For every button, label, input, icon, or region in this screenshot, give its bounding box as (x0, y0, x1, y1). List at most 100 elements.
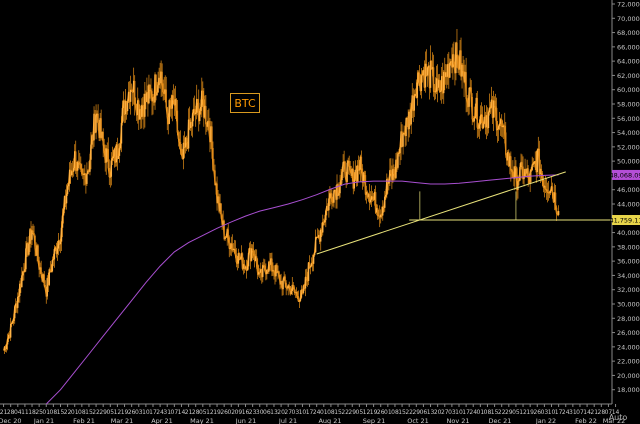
btc-candle-body (169, 100, 171, 106)
btc-candle-body (528, 175, 530, 183)
btc-candle-body (228, 237, 230, 249)
btc-candle-body (237, 253, 240, 264)
btc-candle-body (207, 121, 209, 127)
btc-candle-body (266, 269, 268, 275)
btc-candle-body (393, 169, 395, 175)
y-axis: 18,000 20,000 22,000 24,000 26,000 28,000 30,0… (612, 1, 640, 394)
btc-candle-body (502, 126, 504, 128)
btc-candle-body (525, 168, 527, 174)
btc-candle-body (263, 265, 265, 267)
btc-candle-body (136, 106, 138, 116)
btc-candle-body (511, 170, 513, 172)
btc-candle-body (118, 148, 121, 156)
btc-candle-body (475, 97, 477, 117)
x-tick-label: 22 (498, 409, 506, 416)
btc-candle-body (62, 209, 65, 216)
x-tick-label: 18 (28, 409, 36, 416)
btc-candle-body (97, 113, 99, 123)
btc-candle-body (463, 71, 465, 83)
price-flag: 48,068.09 (609, 169, 640, 180)
btc-candle-body (401, 131, 403, 147)
x-tick-label: 26 (220, 409, 228, 416)
btc-candle-body (462, 64, 464, 72)
btc-candle-body (491, 99, 494, 118)
price-flag: 41,759.11 (609, 215, 640, 226)
btc-candle-body (275, 265, 277, 277)
btc-candle-body (280, 281, 282, 285)
btc-candle-body (467, 100, 469, 107)
btc-candle-body (81, 168, 83, 175)
btc-candle-body (331, 193, 333, 202)
btc-candle-body (543, 185, 546, 188)
axis-mode-label[interactable]: Auto (609, 413, 628, 422)
trendline (316, 171, 566, 255)
btc-candle-body (454, 64, 456, 74)
btc-candle-body (377, 215, 380, 217)
btc-candle-body (309, 266, 312, 268)
btc-candle-body (98, 122, 100, 138)
btc-candle-body (248, 248, 251, 253)
btc-candle-body (200, 106, 202, 111)
btc-candle-body (215, 183, 217, 186)
btc-candle-body (231, 243, 233, 251)
x-tick-label: 08 (484, 409, 492, 416)
x-month-label: Jun 21 (235, 417, 257, 424)
x-month-label: Dec 20 (0, 417, 21, 424)
btc-candle-body (3, 346, 6, 351)
btc-candle-body (305, 277, 308, 280)
btc-candle-body (373, 192, 376, 200)
btc-candle-body (382, 206, 384, 216)
btc-candle-body (530, 169, 532, 172)
x-tick-label: 28 (192, 409, 200, 416)
btc-candle-body (76, 170, 78, 172)
btc-candle-body (50, 271, 53, 273)
btc-candle-body (36, 245, 38, 256)
btc-candle-body (40, 267, 42, 275)
btc-candle-body (198, 102, 200, 121)
btc-candle-body (73, 168, 75, 172)
btc-candle-body (519, 167, 521, 181)
btc-candle-body (41, 274, 43, 282)
x-tick-label: 17 (149, 409, 157, 416)
btc-candle-body (346, 163, 348, 182)
btc-candle-body (147, 92, 149, 104)
btc-candle-body (449, 62, 451, 78)
x-tick-label: 27 (284, 409, 292, 416)
btc-candle-body (141, 105, 143, 117)
x-tick-label: 13 (270, 409, 278, 416)
btc-candle-body (49, 269, 52, 272)
chart-grid (0, 0, 613, 405)
btc-candle-body (304, 277, 307, 289)
btc-candle-body (345, 176, 347, 182)
y-tick-label: 40,000 (617, 229, 640, 237)
btc-candle-body (71, 171, 74, 173)
btc-candle-body (353, 179, 355, 189)
btc-candle-body (335, 190, 337, 200)
btc-candle-body (164, 89, 166, 94)
btc-candle-body (286, 287, 288, 289)
btc-candle-body (367, 194, 370, 197)
btc-candle-body (197, 99, 199, 103)
btc-candle-body (422, 70, 425, 76)
btc-candle-body (107, 149, 109, 169)
x-tick-label: 13 (427, 409, 435, 416)
btc-candle-body (105, 148, 107, 163)
btc-candle-body (163, 91, 165, 94)
btc-candle-body (127, 92, 130, 102)
x-tick-label: 14 (178, 409, 186, 416)
btc-candle-body (180, 148, 183, 155)
btc-candle-body (117, 155, 120, 159)
btc-candle-body (208, 121, 210, 131)
btc-candle-body (191, 113, 194, 127)
btc-candle-body (336, 184, 338, 200)
btc-candle-body (548, 192, 551, 194)
btc-candle-body (482, 123, 485, 128)
x-tick-label: 26 (533, 409, 541, 416)
x-tick-label: 01 (477, 409, 485, 416)
btc-candle-body (301, 289, 304, 293)
btc-candle-body (161, 71, 163, 84)
x-tick-label: 24 (156, 409, 164, 416)
btc-candle-body (383, 206, 385, 208)
btc-candle-body (420, 75, 423, 92)
btc-candle-body (496, 129, 499, 130)
